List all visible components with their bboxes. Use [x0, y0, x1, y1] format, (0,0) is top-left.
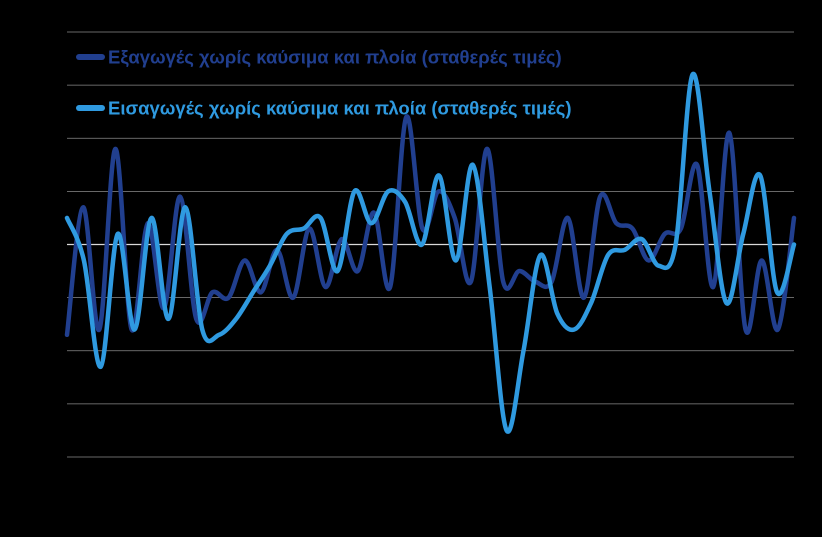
legend: Εξαγωγές χωρίς καύσιμα και πλοία (σταθερ… — [76, 47, 571, 119]
series-line-imports — [64, 71, 797, 434]
series-lines — [64, 71, 797, 434]
legend-label-exports: Εξαγωγές χωρίς καύσιμα και πλοία (σταθερ… — [108, 47, 562, 69]
legend-label-imports: Εισαγωγές χωρίς καύσιμα και πλοία (σταθε… — [108, 98, 571, 119]
grid-lines — [67, 31, 794, 458]
series-line-exports — [64, 114, 797, 338]
